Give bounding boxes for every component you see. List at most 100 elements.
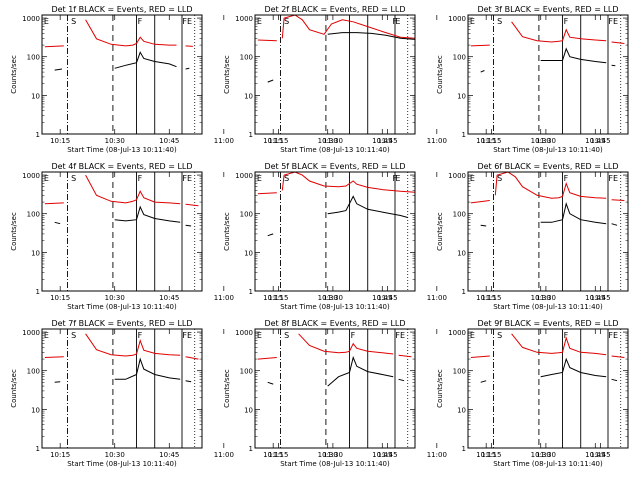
flag-label: FE xyxy=(395,331,405,340)
y-tick-label: 10 xyxy=(457,406,466,414)
x-tick-label: 11:45 xyxy=(590,137,610,145)
x-tick-label: 11:30 xyxy=(323,451,343,459)
panel-title: Det 2f BLACK = Events, RED = LLD xyxy=(264,5,405,14)
x-tick-label: 10:45 xyxy=(372,451,392,459)
flag-label: F xyxy=(138,17,143,26)
events-series-line xyxy=(327,355,394,387)
flag-label: S xyxy=(497,331,502,340)
flag-label: F xyxy=(392,17,397,26)
y-tick-label: 10 xyxy=(244,406,253,414)
panel-title: Det 7f BLACK = Events, RED = LLD xyxy=(51,319,192,328)
y-axis-label: Counts/sec xyxy=(10,212,18,251)
panel-title: Det 5f BLACK = Events, RED = LLD xyxy=(264,162,405,171)
x-tick-label: 10:15 xyxy=(476,294,496,302)
plot-frame xyxy=(254,171,416,292)
lld-series-line xyxy=(185,203,199,207)
y-tick-label: 10 xyxy=(457,249,466,257)
y-tick-label: 10 xyxy=(244,92,253,100)
x-tick-label: 10:15 xyxy=(476,137,496,145)
lld-series-line xyxy=(44,45,64,48)
flag-label: FE xyxy=(182,331,192,340)
y-tick-label: 1 xyxy=(249,288,253,296)
y-tick-label: 1 xyxy=(249,131,253,139)
plot-frame xyxy=(467,328,629,449)
lld-series-line xyxy=(44,202,64,205)
lld-series-line xyxy=(470,355,490,358)
y-tick-label: 1 xyxy=(462,445,466,453)
x-tick-label: 11:15 xyxy=(268,294,288,302)
flag-label: S xyxy=(497,174,502,183)
lld-series-line xyxy=(85,333,181,357)
x-tick-label: 10:45 xyxy=(372,294,392,302)
events-series-line xyxy=(267,233,274,237)
x-tick-label: 10:15 xyxy=(50,137,70,145)
y-tick-label: 1 xyxy=(36,288,40,296)
x-tick-label: 11:00 xyxy=(427,294,447,302)
flag-label: S xyxy=(71,331,76,340)
flag-label: E xyxy=(470,17,475,26)
x-tick-label: 11:30 xyxy=(323,137,343,145)
flag-label: E xyxy=(44,17,49,26)
x-tick-label: 10:15 xyxy=(263,137,283,145)
events-series-line xyxy=(54,221,61,225)
x-tick-label: 10:30 xyxy=(318,451,338,459)
lld-series-line xyxy=(611,199,625,201)
flag-label: FE xyxy=(182,174,192,183)
y-tick-label: 1 xyxy=(462,131,466,139)
panel-5: Det 5f BLACK = Events, RED = LLD Counts/s… xyxy=(223,162,611,311)
flag-label: F xyxy=(392,174,397,183)
y-tick-label: 100 xyxy=(453,368,466,376)
x-tick-label: 11:30 xyxy=(536,294,556,302)
x-tick-label: 10:15 xyxy=(476,451,496,459)
x-tick-label: 10:15 xyxy=(263,294,283,302)
x-axis-label: Start Time (08-Jul-13 10:11:40) xyxy=(67,460,177,468)
panel-3: Det 3f BLACK = Events, RED = LLD Counts/s… xyxy=(436,5,640,154)
x-tick-label: 11:30 xyxy=(536,137,556,145)
y-tick-label: 100 xyxy=(240,54,253,62)
x-axis-label: Start Time (08-Jul-13 10:11:40) xyxy=(280,303,390,311)
x-tick-label: 11:00 xyxy=(427,137,447,145)
panel-title: Det 1f BLACK = Events, RED = LLD xyxy=(51,5,192,14)
panel-6: Det 6f BLACK = Events, RED = LLD Counts/s… xyxy=(436,162,640,311)
events-series-line xyxy=(185,67,190,70)
x-axis-label: Start Time (08-Jul-13 10:11:40) xyxy=(67,303,177,311)
lld-series-line xyxy=(511,333,607,356)
y-tick-label: 1 xyxy=(36,445,40,453)
x-axis-label: Start Time (08-Jul-13 10:11:40) xyxy=(493,460,603,468)
x-tick-label: 10:45 xyxy=(585,294,605,302)
y-tick-label: 1 xyxy=(462,288,466,296)
plot-frame xyxy=(41,14,203,135)
plot-frame xyxy=(41,328,203,449)
x-tick-label: 11:00 xyxy=(214,137,234,145)
panel-title: Det 6f BLACK = Events, RED = LLD xyxy=(477,162,618,171)
plot-frame xyxy=(467,14,629,135)
flag-label: E xyxy=(395,17,400,26)
events-series-line xyxy=(540,357,607,378)
y-tick-label: 100 xyxy=(27,368,40,376)
lld-series-line xyxy=(44,356,64,358)
lld-series-line xyxy=(611,355,625,358)
lld-series-line xyxy=(470,200,490,204)
flag-label: E xyxy=(470,331,475,340)
lld-series-line xyxy=(470,44,490,47)
lld-series-line xyxy=(257,357,277,360)
x-tick-label: 11:30 xyxy=(536,451,556,459)
flag-label: S xyxy=(71,174,76,183)
x-axis-label: Start Time (08-Jul-13 10:11:40) xyxy=(280,146,390,154)
y-tick-label: 100 xyxy=(453,54,466,62)
x-axis-label: Start Time (08-Jul-13 10:11:40) xyxy=(493,146,603,154)
x-tick-label: 10:15 xyxy=(50,451,70,459)
panel-title: Det 3f BLACK = Events, RED = LLD xyxy=(477,5,618,14)
plot-frame xyxy=(467,171,629,292)
x-tick-label: 11:00 xyxy=(427,451,447,459)
flag-label: S xyxy=(284,174,289,183)
flag-label: F xyxy=(138,331,143,340)
y-tick-label: 1000 xyxy=(22,15,40,23)
flag-label: E xyxy=(44,174,49,183)
events-series-line xyxy=(480,224,487,227)
panel-7: Det 7f BLACK = Events, RED = LLD Counts/s… xyxy=(10,319,398,468)
flag-label: E xyxy=(257,174,262,183)
x-tick-label: 10:30 xyxy=(105,137,125,145)
flag-label: E xyxy=(395,174,400,183)
